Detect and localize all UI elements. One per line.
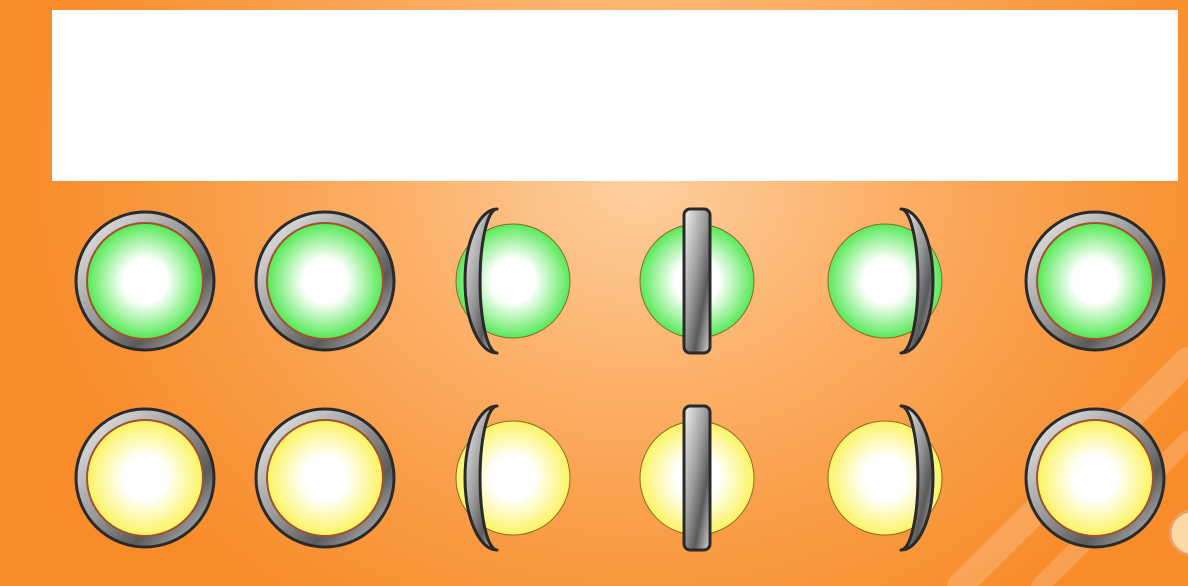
coin-face — [455, 420, 571, 536]
coin-yellow-4[interactable] — [621, 402, 773, 554]
coin-green-1[interactable] — [69, 205, 221, 357]
coin-face — [268, 421, 382, 535]
coin-face — [827, 223, 943, 339]
coin-green-5[interactable] — [809, 205, 961, 357]
message-panel — [52, 10, 1178, 181]
coin-yellow-2[interactable] — [249, 402, 401, 554]
coin-face — [827, 420, 943, 536]
coin-face — [1038, 224, 1152, 338]
coin-green-6[interactable] — [1019, 205, 1171, 357]
coin-edge — [682, 404, 712, 552]
coin-face — [1038, 421, 1152, 535]
coin-yellow-3[interactable] — [437, 402, 589, 554]
coin-face — [88, 224, 202, 338]
coin-edge — [682, 207, 712, 355]
coin-face — [268, 224, 382, 338]
coin-edge — [463, 207, 499, 355]
coin-green-2[interactable] — [249, 205, 401, 357]
coin-yellow-1[interactable] — [69, 402, 221, 554]
coin-edge — [463, 404, 499, 552]
coin-yellow-5[interactable] — [809, 402, 961, 554]
coin-green-3[interactable] — [437, 205, 589, 357]
coin-yellow-6[interactable] — [1019, 402, 1171, 554]
coin-edge — [899, 404, 935, 552]
coin-face — [88, 421, 202, 535]
coin-face — [455, 223, 571, 339]
coin-edge — [899, 207, 935, 355]
coin-green-4[interactable] — [621, 205, 773, 357]
